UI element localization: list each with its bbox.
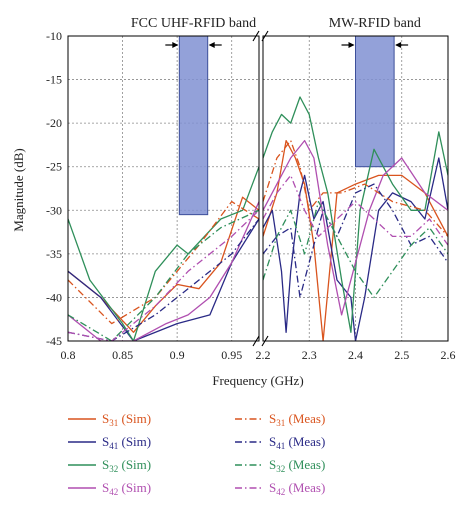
series-line [263,139,448,237]
band-arrow-left-head [172,42,179,48]
axis-break-mark [252,335,260,347]
series-line [68,201,259,341]
series-line [263,157,448,341]
band-label: MW-RFID band [329,16,421,31]
series-line [68,218,259,341]
x-tick-label: 2.2 [256,348,271,362]
series-line [263,200,448,299]
band-rect [178,35,209,216]
x-tick-label: 2.3 [302,348,317,362]
series-line [263,139,448,341]
y-tick-label: -35 [46,247,62,261]
axis-frame [67,35,260,342]
legend: S31 (Sim) S41 (Sim) S32 (Sim) S42 (Sim) S31 … [68,411,325,497]
x-tick-label: 0.9 [170,348,185,362]
band-arrow-right-head [208,42,215,48]
series-line [68,218,259,341]
y-tick-label: -25 [46,160,62,174]
legend-entry: S31 (Sim) [102,411,151,428]
y-tick-label: -30 [46,203,62,217]
x-tick-label: 2.6 [441,348,456,362]
axis-break-mark [261,335,269,347]
legend-entry: S41 (Sim) [102,434,151,451]
series-line [263,139,448,316]
axis-break-gap [259,32,263,345]
legend-entry: S32 (Meas) [269,457,325,474]
series-line [68,200,259,325]
series-line [263,174,448,246]
band-rect [355,35,395,168]
x-tick-label: 0.85 [112,348,133,362]
y-tick-label: -45 [46,334,62,348]
band-label: FCC UHF-RFID band [131,16,256,31]
band-arrow-right-head [395,42,402,48]
x-tick-label: 2.5 [394,348,409,362]
x-tick-label: 0.95 [221,348,242,362]
legend-entry: S41 (Meas) [269,434,325,451]
x-axis-label: Frequency (GHz) [212,373,303,388]
series-line [68,209,259,341]
x-tick-label: 2.4 [348,348,363,362]
series-line [263,96,448,333]
axis-break-mark [261,30,269,42]
plot-area-left [68,166,259,341]
plot-area-right [263,96,448,341]
series-line [68,166,259,341]
y-tick-label: -15 [46,73,62,87]
legend-entry: S42 (Sim) [102,480,151,497]
x-tick-label: 0.8 [61,348,76,362]
legend-entry: S32 (Sim) [102,457,151,474]
axis-frame [262,35,449,342]
y-tick-label: -10 [46,29,62,43]
legend-entry: S31 (Meas) [269,411,325,428]
band-arrow-left-head [348,42,355,48]
axis-break-mark [252,30,260,42]
frequency-bands [165,35,409,216]
y-tick-label: -40 [46,290,62,304]
y-tick-label: -20 [46,116,62,130]
axes-labels: -10 -15 -20 -25 -30 -35 -40 -450.8 0.85 0.9 0.95 2.… [11,16,456,388]
y-axis-label: Magnitude (dB) [11,148,26,231]
plot-frame [67,30,449,347]
series-line [68,209,259,341]
legend-entry: S42 (Meas) [269,480,325,497]
